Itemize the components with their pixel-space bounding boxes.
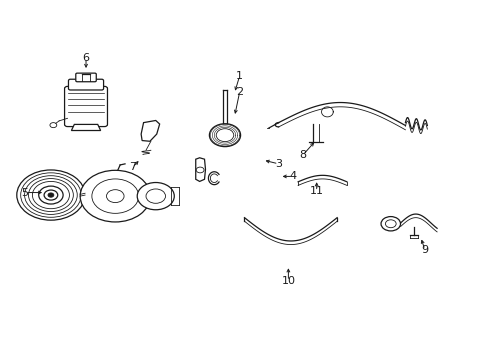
Circle shape — [20, 173, 81, 217]
Text: 3: 3 — [275, 159, 282, 169]
Circle shape — [32, 181, 69, 209]
FancyBboxPatch shape — [68, 79, 103, 90]
Circle shape — [380, 217, 400, 231]
Text: 10: 10 — [281, 276, 295, 286]
Circle shape — [146, 189, 165, 203]
Circle shape — [39, 186, 63, 204]
Text: 8: 8 — [299, 150, 306, 160]
FancyBboxPatch shape — [64, 86, 107, 127]
Text: 11: 11 — [309, 186, 323, 197]
Circle shape — [80, 170, 150, 222]
Circle shape — [196, 167, 203, 173]
Circle shape — [24, 176, 77, 215]
Text: 5: 5 — [21, 188, 28, 198]
Circle shape — [216, 129, 233, 141]
Text: 2: 2 — [236, 87, 243, 97]
Text: 7: 7 — [128, 162, 136, 172]
FancyBboxPatch shape — [76, 73, 96, 82]
Polygon shape — [71, 125, 101, 131]
Text: 6: 6 — [82, 53, 89, 63]
Polygon shape — [141, 121, 159, 141]
Text: 4: 4 — [289, 171, 296, 181]
Circle shape — [44, 190, 58, 200]
Circle shape — [48, 193, 54, 197]
Circle shape — [385, 220, 395, 228]
Circle shape — [17, 170, 85, 220]
Circle shape — [106, 190, 124, 203]
Circle shape — [28, 179, 73, 212]
Circle shape — [137, 183, 174, 210]
Circle shape — [209, 124, 240, 147]
Polygon shape — [195, 158, 205, 181]
Circle shape — [50, 123, 57, 128]
Text: 9: 9 — [421, 245, 427, 255]
Circle shape — [92, 179, 139, 213]
Text: 1: 1 — [236, 71, 243, 81]
